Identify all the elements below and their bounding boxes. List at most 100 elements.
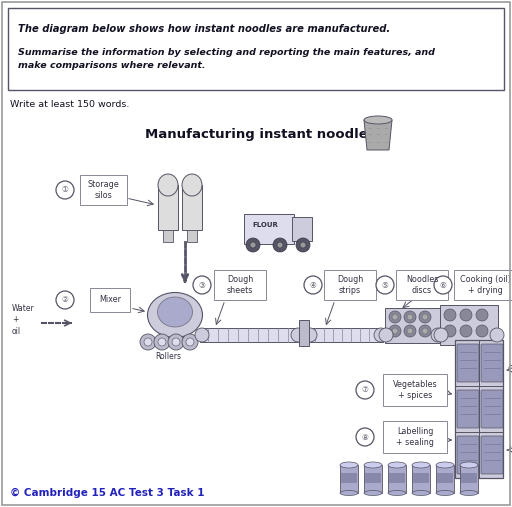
FancyBboxPatch shape	[385, 308, 440, 343]
Circle shape	[168, 334, 184, 350]
Text: Dough
sheets: Dough sheets	[227, 275, 253, 295]
Text: Cups: Cups	[508, 366, 512, 375]
Circle shape	[392, 314, 398, 320]
Circle shape	[300, 242, 306, 248]
Polygon shape	[364, 120, 392, 150]
Ellipse shape	[388, 462, 406, 468]
Circle shape	[374, 328, 388, 342]
Circle shape	[419, 311, 431, 323]
FancyBboxPatch shape	[481, 344, 503, 382]
Circle shape	[303, 328, 317, 342]
Circle shape	[460, 309, 472, 321]
FancyBboxPatch shape	[158, 185, 178, 230]
Text: ⑦: ⑦	[361, 385, 369, 394]
Circle shape	[404, 311, 416, 323]
Ellipse shape	[388, 490, 406, 495]
Circle shape	[379, 328, 393, 342]
Ellipse shape	[436, 462, 454, 468]
Circle shape	[277, 242, 283, 248]
Circle shape	[144, 338, 152, 346]
Circle shape	[172, 338, 180, 346]
Text: Noodles
discs: Noodles discs	[406, 275, 438, 295]
FancyBboxPatch shape	[79, 175, 126, 205]
Ellipse shape	[364, 462, 382, 468]
Text: The diagram below shows how instant noodles are manufactured.: The diagram below shows how instant nood…	[18, 24, 390, 34]
Text: Mixer: Mixer	[99, 296, 121, 305]
Ellipse shape	[147, 293, 203, 338]
Text: ~  ~  ~: ~ ~ ~	[368, 139, 389, 144]
Circle shape	[250, 242, 256, 248]
Text: ①: ①	[61, 186, 69, 195]
Circle shape	[158, 338, 166, 346]
FancyBboxPatch shape	[182, 185, 202, 230]
Circle shape	[422, 314, 428, 320]
Circle shape	[407, 314, 413, 320]
Circle shape	[182, 334, 198, 350]
Circle shape	[56, 291, 74, 309]
Circle shape	[389, 311, 401, 323]
FancyBboxPatch shape	[481, 390, 503, 428]
Text: FLOUR: FLOUR	[252, 222, 278, 228]
Text: ②: ②	[61, 296, 69, 305]
Text: ⑤: ⑤	[381, 280, 389, 289]
FancyBboxPatch shape	[389, 473, 405, 483]
Circle shape	[296, 238, 310, 252]
FancyBboxPatch shape	[214, 270, 266, 300]
Text: ④: ④	[310, 280, 316, 289]
Text: Vegetables
+ spices: Vegetables + spices	[393, 380, 437, 400]
FancyBboxPatch shape	[308, 328, 383, 342]
Circle shape	[389, 325, 401, 337]
Circle shape	[304, 276, 322, 294]
FancyBboxPatch shape	[412, 465, 430, 493]
FancyBboxPatch shape	[436, 465, 454, 493]
FancyBboxPatch shape	[340, 465, 358, 493]
Ellipse shape	[364, 490, 382, 495]
Text: © Cambridge 15 AC Test 3 Task 1: © Cambridge 15 AC Test 3 Task 1	[10, 488, 204, 498]
Circle shape	[404, 325, 416, 337]
FancyBboxPatch shape	[461, 473, 477, 483]
FancyBboxPatch shape	[387, 328, 438, 342]
Circle shape	[356, 428, 374, 446]
Text: Write at least 150 words.: Write at least 150 words.	[10, 100, 130, 109]
Text: Labels: Labels	[508, 446, 512, 454]
Circle shape	[434, 328, 448, 342]
FancyBboxPatch shape	[187, 230, 197, 242]
FancyBboxPatch shape	[460, 465, 478, 493]
FancyBboxPatch shape	[163, 230, 173, 242]
FancyBboxPatch shape	[454, 270, 512, 300]
Ellipse shape	[436, 490, 454, 495]
Text: Water
+
oil: Water + oil	[12, 304, 35, 336]
Circle shape	[431, 328, 445, 342]
FancyBboxPatch shape	[90, 288, 130, 312]
FancyBboxPatch shape	[365, 473, 381, 483]
Ellipse shape	[158, 174, 178, 196]
Circle shape	[186, 338, 194, 346]
FancyBboxPatch shape	[388, 465, 406, 493]
FancyBboxPatch shape	[383, 374, 447, 406]
FancyBboxPatch shape	[455, 340, 503, 478]
Text: Manufacturing instant noodles: Manufacturing instant noodles	[145, 128, 376, 141]
FancyBboxPatch shape	[396, 270, 448, 300]
Ellipse shape	[340, 462, 358, 468]
Text: Summarise the information by selecting and reporting the main features, and
make: Summarise the information by selecting a…	[18, 48, 435, 69]
FancyBboxPatch shape	[413, 473, 429, 483]
Text: ⑧: ⑧	[361, 432, 369, 442]
FancyBboxPatch shape	[324, 270, 376, 300]
Circle shape	[356, 381, 374, 399]
Ellipse shape	[460, 462, 478, 468]
Circle shape	[195, 328, 209, 342]
Circle shape	[56, 181, 74, 199]
Text: Labelling
+ sealing: Labelling + sealing	[396, 427, 434, 447]
Circle shape	[419, 325, 431, 337]
FancyBboxPatch shape	[8, 8, 504, 90]
FancyBboxPatch shape	[440, 305, 498, 345]
Ellipse shape	[460, 490, 478, 495]
Text: ~  ~  ~: ~ ~ ~	[368, 132, 389, 137]
FancyBboxPatch shape	[299, 320, 309, 346]
Ellipse shape	[340, 490, 358, 495]
Circle shape	[434, 276, 452, 294]
FancyBboxPatch shape	[244, 214, 294, 244]
Circle shape	[246, 238, 260, 252]
FancyBboxPatch shape	[457, 344, 479, 382]
Circle shape	[476, 325, 488, 337]
